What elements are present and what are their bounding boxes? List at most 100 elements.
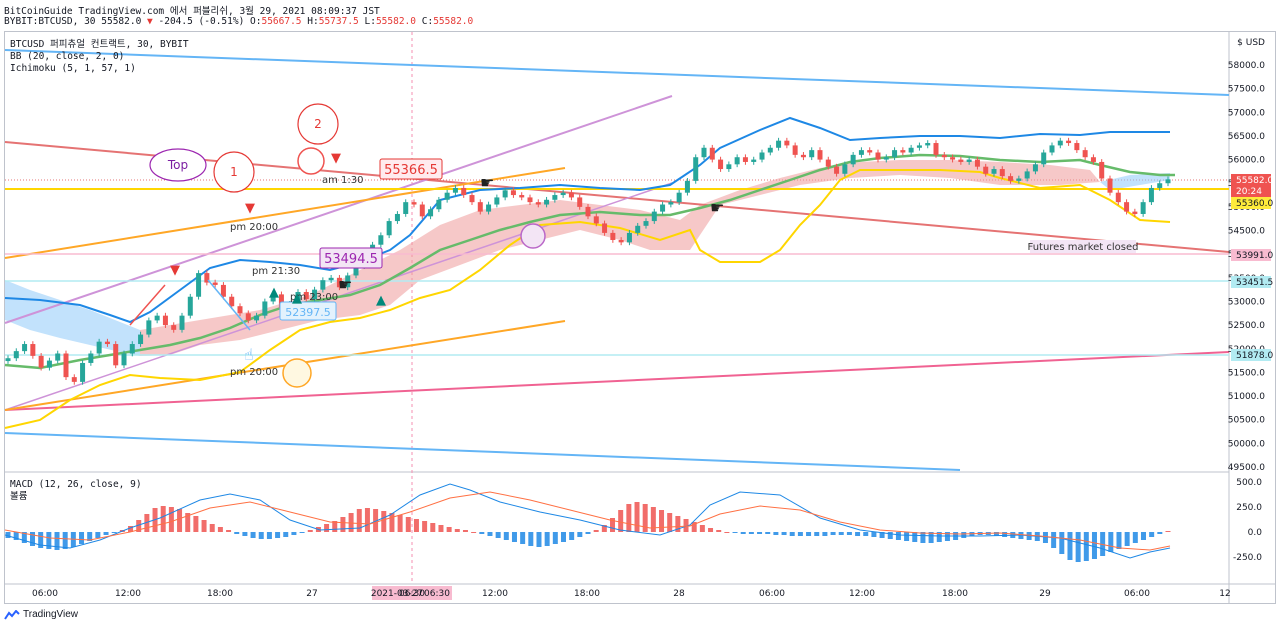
candle-body xyxy=(1099,161,1105,179)
top-bubble xyxy=(149,148,207,182)
macd-bar xyxy=(373,509,379,532)
candle-body xyxy=(560,192,566,196)
legend-bb[interactable]: BB (20, close, 2, 0) xyxy=(10,51,124,62)
cloud-blue-right xyxy=(1100,173,1170,190)
top-label: Top xyxy=(167,158,188,172)
candle-body xyxy=(958,159,964,162)
buy-arrow-icon: ▲ xyxy=(269,285,279,300)
candle-body xyxy=(353,266,359,276)
low-label: L: xyxy=(364,16,376,27)
candle-body xyxy=(585,206,591,217)
candle-body xyxy=(1115,192,1121,203)
macd-bar xyxy=(757,532,763,534)
candle-body xyxy=(46,360,52,368)
candle-body xyxy=(726,164,732,170)
candle-body xyxy=(461,187,467,196)
tradingview-logo[interactable]: TradingView xyxy=(4,609,78,620)
candle-body xyxy=(1090,157,1096,162)
macd-bar xyxy=(650,507,656,532)
macd-bar xyxy=(855,532,861,536)
time-tick: 12:00 xyxy=(482,589,508,599)
candle-body xyxy=(718,159,724,170)
macd-bar xyxy=(283,532,289,537)
macd-bar xyxy=(332,521,338,532)
yellow-price-value: 55360.0 xyxy=(1236,199,1273,209)
candle-body xyxy=(55,353,61,361)
candle-body xyxy=(1016,178,1022,181)
macd-axis-ticks: 500.0 250.0 0.0 -250.0 xyxy=(1233,478,1262,563)
candle-body xyxy=(950,157,956,160)
candle-body xyxy=(386,221,392,236)
price-tick: 57500.0 xyxy=(1228,85,1265,95)
candle-body xyxy=(196,273,202,297)
macd-bar xyxy=(569,532,575,540)
legend-volume[interactable]: 볼륨 xyxy=(10,491,28,502)
pointing-hand-icon-3: ☛ xyxy=(338,275,352,294)
macd-bar xyxy=(397,515,403,532)
price-tick: 50000.0 xyxy=(1228,439,1265,449)
macd-bar xyxy=(732,532,738,533)
candle-body xyxy=(63,353,69,378)
candle-body xyxy=(113,344,119,366)
open-value: 55667.5 xyxy=(261,16,302,27)
candle-body xyxy=(684,180,690,193)
tradingview-icon xyxy=(4,609,20,620)
macd-bar xyxy=(348,513,354,532)
last-price: 55582.0 xyxy=(101,16,142,27)
macd-bar xyxy=(471,532,477,533)
macd-bar xyxy=(446,527,452,532)
time-tick: 18:00 xyxy=(574,589,600,599)
candle-body xyxy=(751,159,757,162)
candle-body xyxy=(991,169,997,174)
macd-bar xyxy=(30,532,36,546)
macd-bar xyxy=(659,510,665,532)
level1-value: 53991.0 xyxy=(1236,251,1273,261)
bubble-2 xyxy=(297,103,339,145)
time-tick: 27 xyxy=(306,589,317,599)
candle-body xyxy=(328,277,334,281)
trendline-blue-bottom xyxy=(4,432,961,471)
candle-body xyxy=(759,152,765,160)
macd-bar xyxy=(128,526,134,532)
trendline-orange-top xyxy=(4,167,566,259)
macd-bar xyxy=(1051,532,1057,548)
candle-body xyxy=(577,197,583,207)
macd-bar xyxy=(708,528,714,532)
time-tick: 29 xyxy=(1039,589,1051,599)
macd-bar xyxy=(1083,532,1089,561)
candle-body xyxy=(966,159,972,162)
annotations[interactable]: Top 1 2 55366.5 53494.5 52397.5 pm 20:00… xyxy=(129,103,1139,388)
candle-body xyxy=(734,157,740,165)
macd-bar xyxy=(495,532,501,538)
candle-body xyxy=(1148,187,1154,203)
bb-upper-line xyxy=(4,116,1170,324)
macd-bar xyxy=(405,517,411,532)
candle-body xyxy=(187,296,193,316)
candle-body xyxy=(602,223,608,233)
candle-body xyxy=(1057,140,1063,146)
label-pm2000-b: pm 20:00 xyxy=(230,367,278,378)
candle-body xyxy=(88,353,94,363)
legend-macd[interactable]: MACD (12, 26, close, 9) xyxy=(10,479,142,490)
macd-bar xyxy=(846,532,852,535)
candle-body xyxy=(1157,183,1163,188)
price-tick: 51000.0 xyxy=(1228,392,1265,402)
bb-middle-line xyxy=(4,153,1175,370)
legend-title[interactable]: BTCUSD 퍼피츄얼 컨트랙트, 30, BYBIT xyxy=(10,39,189,50)
currency-label[interactable]: $ USD xyxy=(1237,38,1265,48)
candle-body xyxy=(875,152,881,160)
macd-bar xyxy=(185,513,191,532)
time-tick: 12:00 xyxy=(849,589,875,599)
tenkan-line xyxy=(4,169,1171,429)
candle-body xyxy=(535,202,541,205)
legend-ichimoku[interactable]: Ichimoku (5, 1, 57, 1) xyxy=(10,63,136,74)
candle-body xyxy=(452,187,458,193)
macd-bar xyxy=(904,532,910,541)
candle-body xyxy=(668,202,674,205)
candle-body xyxy=(71,377,77,382)
label-am130: am 1:30 xyxy=(322,175,364,186)
macd-bar xyxy=(626,504,632,532)
macd-bar xyxy=(422,521,428,532)
candle-body xyxy=(436,199,442,210)
